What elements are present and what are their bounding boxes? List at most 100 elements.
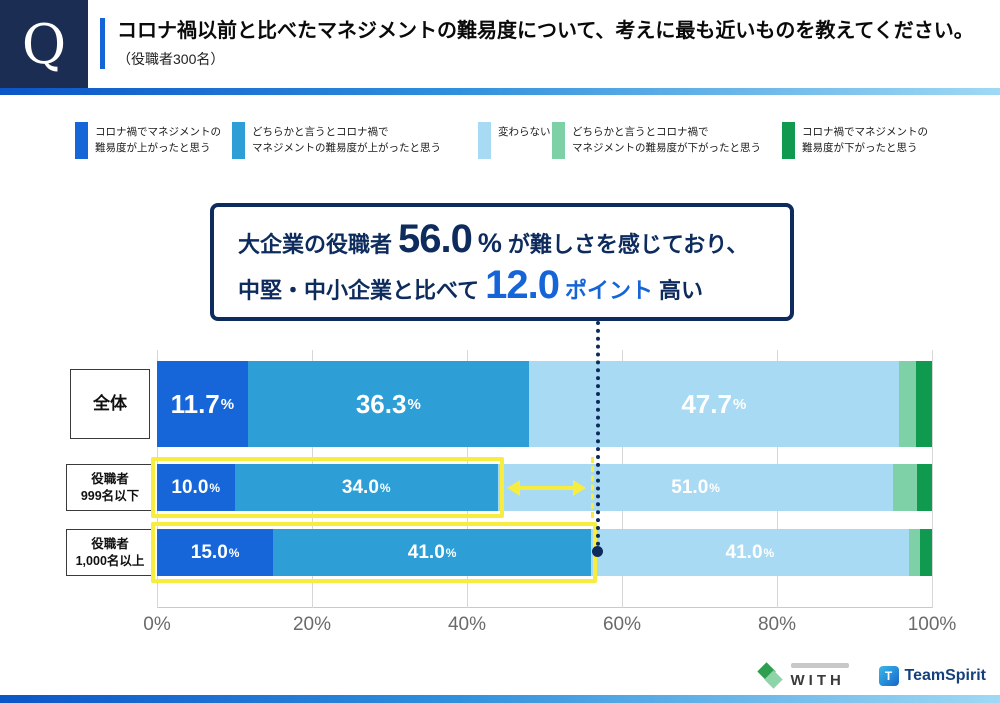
difference-arrow-svg	[507, 480, 586, 496]
callout-line-1: 大企業の役職者 56.0 % が難しさを感じており、	[238, 217, 766, 263]
callout-percent-sign: %	[477, 228, 502, 258]
bar-segment: 11.7%	[157, 361, 248, 447]
callout-text: 中堅・中小企業と比べて	[238, 278, 480, 303]
callout-big-number-2: 12.0	[485, 263, 560, 307]
question-title-emphasis: コロナ禍以前と比べたマネジメントの難易度	[117, 20, 517, 42]
with-logo-microtext	[790, 663, 849, 668]
legend-item-4: どちらかと言うとコロナ禍でマネジメントの難易度が下がったと思う	[552, 122, 761, 159]
legend-label-line: 変わらない	[498, 126, 551, 138]
segment-value: 51.0	[671, 476, 709, 498]
segment-value: 34.0	[341, 476, 379, 498]
question-badge: Q	[0, 0, 88, 88]
x-axis-tick: 100%	[907, 614, 957, 635]
segment-percent-sign: %	[732, 395, 747, 413]
legend-swatch-1	[75, 122, 88, 159]
legend-swatch-3	[478, 122, 491, 159]
bar-segment: 41.0%	[273, 529, 591, 576]
bar-segment	[916, 464, 932, 511]
bar-segment	[916, 361, 932, 447]
header-divider	[0, 88, 1000, 95]
row-label-text: 全体	[93, 393, 127, 413]
legend-label-3: 変わらない	[498, 122, 551, 159]
segment-value: 47.7	[681, 388, 732, 419]
legend-label-line: どちらかと言うとコロナ禍で	[572, 126, 709, 138]
bar-segment: 47.7%	[528, 361, 899, 447]
segment-value: 10.0	[171, 476, 209, 498]
legend-label-line: マネジメントの難易度が下がったと思う	[572, 142, 761, 155]
x-axis-line	[157, 607, 933, 608]
bar-segment: 10.0%	[157, 464, 235, 511]
x-axis-tick: 20%	[292, 614, 332, 635]
callout-pointer-dot	[592, 546, 603, 557]
question-header: コロナ禍以前と比べたマネジメントの難易度について、考えに最も近いものを教えてくだ…	[100, 18, 974, 69]
segment-percent-sign: %	[220, 395, 235, 413]
highlight-box	[151, 457, 504, 518]
bar-row-3: 15.0% 41.0% 41.0%	[157, 529, 932, 576]
legend-label-line: コロナ禍でマネジメントの	[95, 126, 221, 138]
row-label-overall: 全体	[70, 369, 150, 439]
difference-arrow	[507, 477, 586, 499]
question-title: コロナ禍以前と比べたマネジメントの難易度について、考えに最も近いものを教えてくだ…	[117, 18, 974, 44]
legend-label-line: 難易度が下がったと思う	[802, 142, 918, 155]
legend-swatch-4	[552, 122, 565, 159]
bar-row-2: 10.0% 34.0% 51.0%	[157, 464, 932, 511]
with-logo: WITH	[756, 662, 849, 689]
legend-label-2: どちらかと言うとコロナ禍でマネジメントの難易度が上がったと思う	[252, 122, 441, 159]
diff-target-line	[591, 457, 594, 518]
legend-label-4: どちらかと言うとコロナ禍でマネジメントの難易度が下がったと思う	[572, 122, 761, 159]
callout-text: 大企業の役職者	[238, 232, 393, 257]
segment-value: 41.0	[725, 541, 763, 563]
x-axis-tick: 40%	[447, 614, 487, 635]
legend-label-line: コロナ禍でマネジメントの	[802, 126, 928, 138]
gridline	[932, 350, 933, 608]
with-logo-text: WITH	[790, 672, 845, 689]
segment-percent-sign: %	[407, 395, 421, 413]
segment-percent-sign: %	[763, 545, 775, 560]
bar-segment: 41.0%	[591, 529, 909, 576]
segment-percent-sign: %	[445, 545, 457, 560]
legend-item-3: 変わらない	[478, 122, 551, 159]
row-label-text: 役職者	[91, 536, 129, 551]
x-axis-tick: 80%	[757, 614, 797, 635]
row-label-under-999: 役職者 999名以下	[66, 464, 154, 511]
callout-pointer-line	[596, 321, 600, 546]
legend-swatch-5	[782, 122, 795, 159]
row-label-text: 役職者	[91, 471, 129, 486]
legend-label-line: どちらかと言うとコロナ禍で	[252, 126, 389, 138]
teamspirit-logo-icon	[878, 666, 899, 686]
segment-value: 11.7	[170, 388, 220, 419]
footer-divider	[0, 695, 1000, 703]
segment-percent-sign: %	[228, 545, 240, 560]
key-finding-callout: 大企業の役職者 56.0 % が難しさを感じており、 中堅・中小企業と比べて 1…	[210, 203, 794, 321]
bar-segment	[908, 529, 921, 576]
row-label-text: 999名以下	[80, 488, 140, 503]
highlight-box	[151, 522, 597, 583]
bar-row-1: 11.7% 36.3% 47.7%	[157, 361, 932, 447]
with-logo-icon	[756, 662, 784, 689]
bar-segment	[893, 464, 917, 511]
bar-segment: 34.0%	[234, 464, 498, 511]
legend-label-line: マネジメントの難易度が上がったと思う	[252, 142, 441, 155]
segment-value: 41.0	[407, 541, 445, 563]
bar-segment: 15.0%	[157, 529, 274, 576]
callout-text: 高い	[659, 278, 704, 303]
row-label-text: 1,000名以上	[75, 553, 145, 568]
bar-segment	[920, 529, 932, 576]
legend-item-1: コロナ禍でマネジメントの 難易度が上がったと思う	[75, 122, 221, 159]
callout-big-number-1: 56.0	[398, 217, 473, 261]
callout-unit: ポイント	[564, 278, 653, 303]
bar-segment	[898, 361, 917, 447]
question-title-rest: について、考えに最も近いものを教えてください。	[517, 20, 974, 42]
segment-percent-sign: %	[709, 480, 720, 495]
segment-percent-sign: %	[209, 480, 221, 495]
row-label-over-1000: 役職者 1,000名以上	[66, 529, 154, 576]
legend-label-5: コロナ禍でマネジメントの 難易度が下がったと思う	[802, 122, 928, 159]
segment-value: 36.3	[355, 388, 407, 419]
segment-percent-sign: %	[379, 480, 391, 495]
bar-segment: 36.3%	[247, 361, 529, 447]
teamspirit-logo: TeamSpirit	[878, 666, 986, 686]
callout-text: が難しさを感じており、	[507, 232, 749, 257]
legend-item-5: コロナ禍でマネジメントの 難易度が下がったと思う	[782, 122, 928, 159]
